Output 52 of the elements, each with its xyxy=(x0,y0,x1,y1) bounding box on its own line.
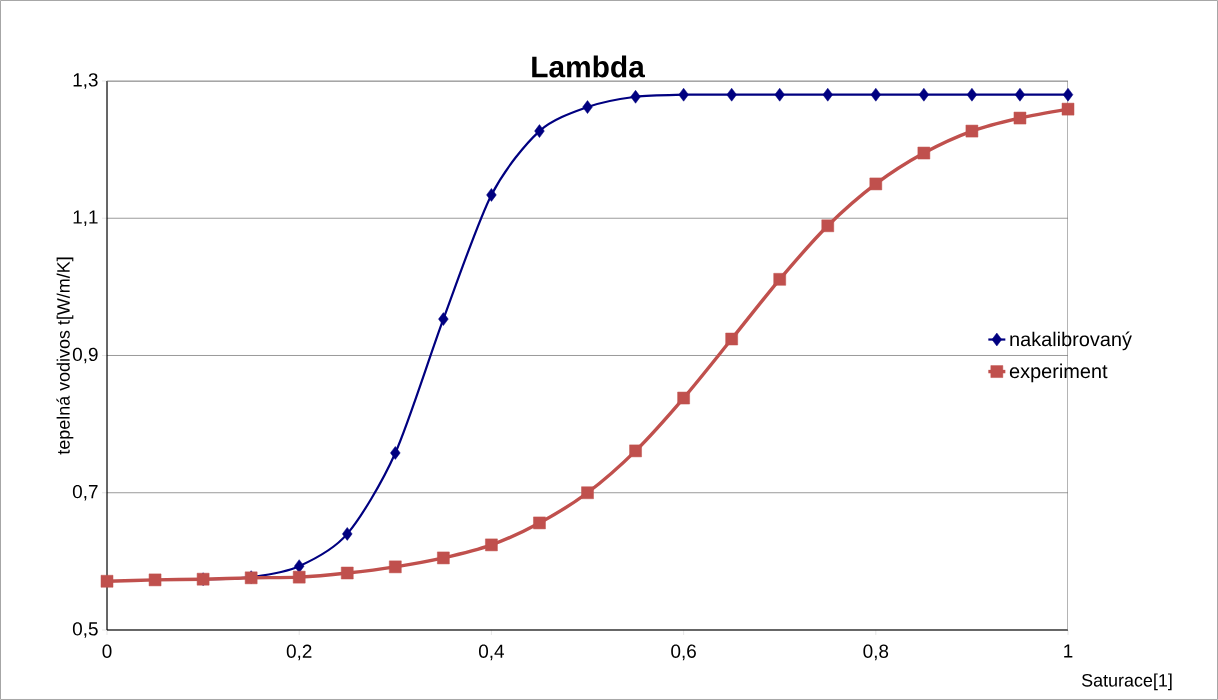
point xyxy=(485,538,498,552)
point xyxy=(869,177,883,191)
point xyxy=(486,188,497,202)
x-tick-label: 1 xyxy=(1064,644,1073,658)
point xyxy=(630,90,641,104)
chart-title: Lambda xyxy=(532,55,645,78)
point xyxy=(677,391,690,405)
x-tick-label: 0,4 xyxy=(478,644,505,661)
point xyxy=(1062,87,1074,102)
x-tick-label: 0,6 xyxy=(671,644,696,661)
point xyxy=(1061,102,1075,116)
point xyxy=(390,446,401,460)
point xyxy=(773,273,786,286)
point xyxy=(678,87,689,102)
point xyxy=(774,87,785,102)
point xyxy=(1013,111,1027,125)
x-tick-label: 0 xyxy=(102,644,112,658)
point xyxy=(726,87,737,102)
point xyxy=(534,124,545,138)
point xyxy=(582,100,593,114)
point xyxy=(438,312,449,326)
legend-label: experiment xyxy=(1009,363,1108,383)
point xyxy=(437,551,450,565)
point xyxy=(725,332,738,346)
point xyxy=(821,219,835,233)
x-tick-label: 0,8 xyxy=(863,644,889,661)
point xyxy=(294,559,305,573)
y-tick-label: 1,1 xyxy=(73,210,98,226)
x-tick-label: 0,2 xyxy=(286,644,312,661)
y-tick-label: 0,7 xyxy=(72,484,98,501)
point xyxy=(148,573,162,587)
point xyxy=(533,516,546,530)
point xyxy=(100,575,114,588)
point xyxy=(629,444,642,458)
point xyxy=(966,87,978,102)
x-axis-title: Saturace[1] xyxy=(1081,673,1172,691)
point xyxy=(342,527,353,541)
legend-label: nakalibrovaný xyxy=(1010,331,1132,351)
y-tick-label: 1,3 xyxy=(73,73,98,89)
point xyxy=(581,486,594,499)
y-axis-title: tepelná vodivos t[W/m/K] xyxy=(56,257,74,455)
y-tick-label: 0,9 xyxy=(72,347,98,364)
point xyxy=(917,146,931,160)
point xyxy=(870,87,881,102)
point xyxy=(389,560,402,574)
point xyxy=(1014,87,1026,102)
point xyxy=(918,87,929,102)
point xyxy=(965,124,979,138)
y-tick-label: 0,5 xyxy=(72,622,98,638)
point xyxy=(341,566,354,580)
point xyxy=(822,87,833,102)
point xyxy=(292,570,306,584)
